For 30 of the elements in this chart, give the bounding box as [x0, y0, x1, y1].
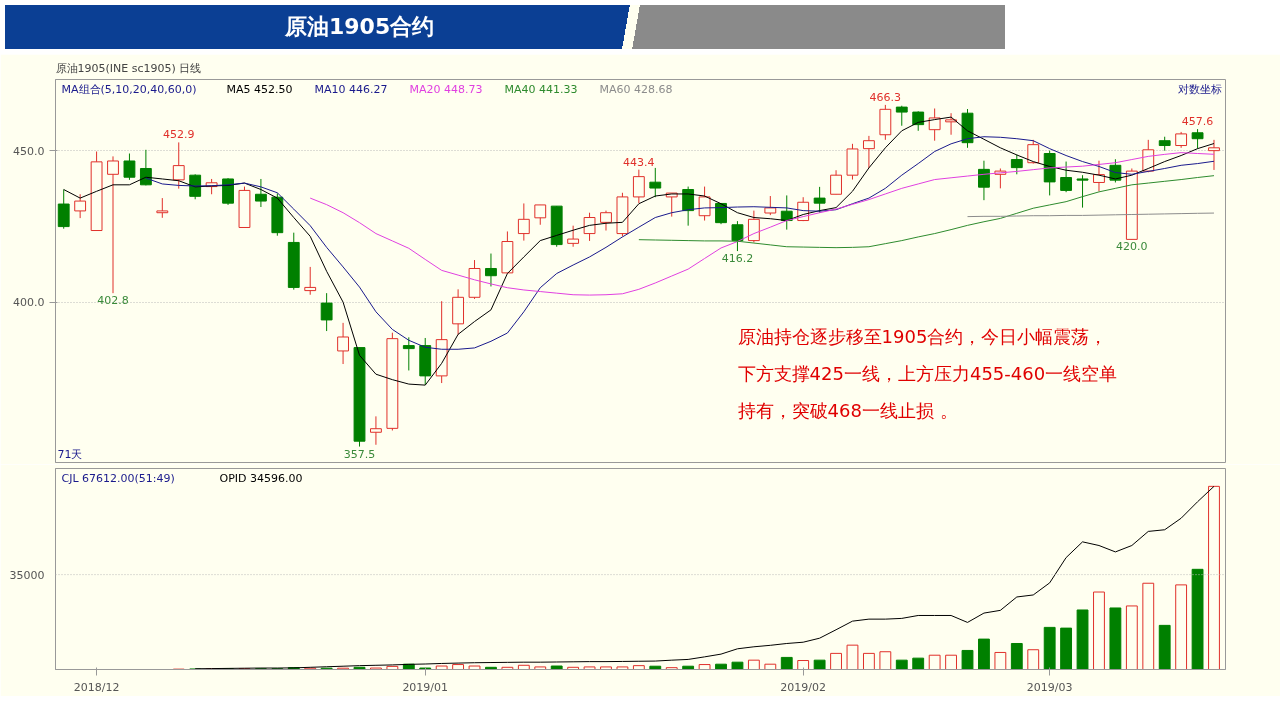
annotation: MA组合(5,10,20,40,60,0): [61, 82, 197, 96]
chart-subtitle: 原油1905(INE sc1905) 日线: [55, 61, 202, 75]
y-tick-label: 450.0: [13, 144, 45, 158]
annotation: 71天: [57, 447, 83, 461]
annotation: 457.6: [1181, 115, 1214, 129]
annotation: 466.3: [869, 90, 902, 104]
chart-title: 原油1905合约: [285, 13, 435, 41]
annotation: 对数坐标: [1177, 82, 1222, 96]
x-tick-label: 2019/03: [1026, 680, 1073, 694]
y-tick-label: 400.0: [13, 296, 45, 310]
text: MA40 441.33: [504, 82, 578, 96]
annotation: 原油持仓逐步移至1905合约，今日小幅震荡，: [737, 325, 1108, 347]
annotation: 下方支撑425一线，上方压力455-460一线空单: [737, 362, 1118, 384]
text: OPID 34596.00: [219, 471, 303, 485]
text: MA20 448.73: [409, 82, 483, 96]
annotation: 452.9: [163, 128, 195, 142]
annotation: 402.8: [97, 294, 129, 308]
text: MA5 452.50: [226, 82, 293, 96]
annotation: 持有，突破468一线止损 。: [737, 399, 958, 421]
text: MA60 428.68: [599, 82, 673, 96]
x-tick-label: 2018/12: [73, 680, 120, 694]
annotation: 443.4: [623, 155, 655, 169]
x-tick-label: 2019/01: [402, 680, 449, 694]
x-tick-label: 2019/02: [780, 680, 827, 694]
annotation: 420.0: [1116, 240, 1148, 254]
text: CJL 67612.00(51:49): [61, 471, 175, 485]
annotation: 357.5: [343, 447, 376, 461]
text: MA10 446.27: [314, 82, 388, 96]
annotation: 416.2: [721, 252, 754, 266]
text: 35000: [9, 568, 45, 582]
